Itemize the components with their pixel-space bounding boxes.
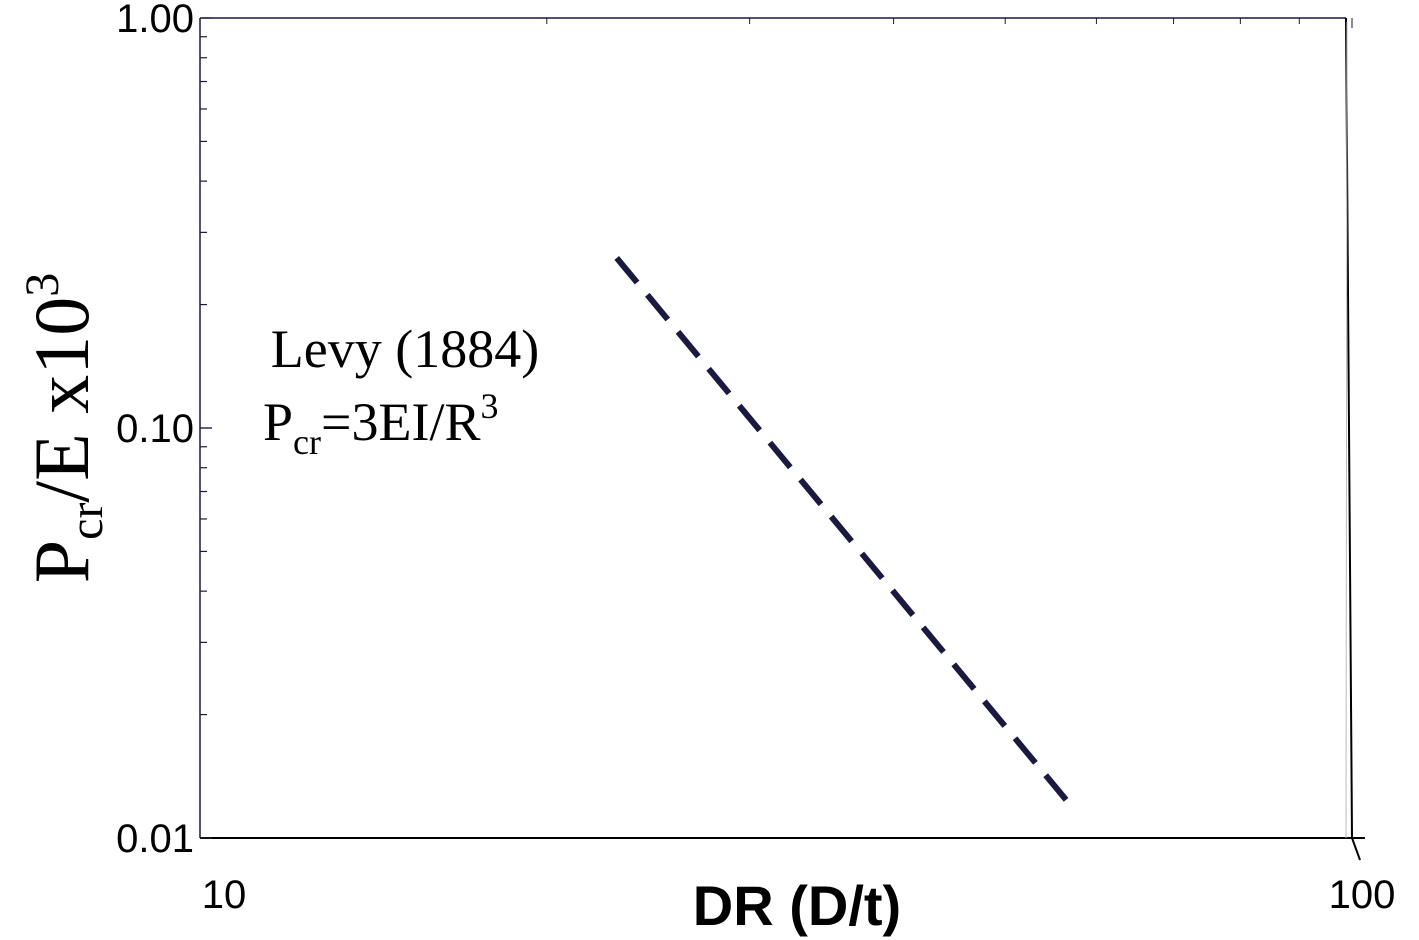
right-frame-shadow <box>1345 21 1348 839</box>
annotation-p: P <box>263 392 293 452</box>
y-axis-label-rest: /E x10 <box>18 297 105 503</box>
y-axis-label-main: P <box>18 540 105 583</box>
x-tick-labels: 10 100 <box>202 873 1396 917</box>
series-layer <box>614 255 1074 808</box>
y-axis-label: Pcr/E x103 <box>16 273 113 584</box>
series-line <box>614 255 1074 808</box>
y-tick-label: 0.10 <box>116 407 194 451</box>
annotation-sub: cr <box>293 422 321 462</box>
right-frame <box>1345 17 1361 861</box>
x-tick-label: 100 <box>1329 873 1396 917</box>
x-axis-label: DR (D/t) <box>693 874 901 937</box>
y-tick-label: 1.00 <box>116 0 194 41</box>
annotation-line2: Pcr=3EI/R3 <box>263 386 498 462</box>
x-minor-ticks <box>199 18 1353 28</box>
y-tick-labels: 0.01 0.10 1.00 <box>116 0 194 861</box>
y-minor-ticks <box>200 17 212 839</box>
y-tick-label: 0.01 <box>116 817 194 861</box>
annotation-rest: =3EI/R <box>321 392 480 452</box>
annotation-sup: 3 <box>480 386 498 426</box>
y-axis-label-sup: 3 <box>16 273 69 297</box>
annotation-line1: Levy (1884) <box>271 319 539 379</box>
x-tick-label: 10 <box>202 873 247 917</box>
y-axis-label-sub: cr <box>60 503 113 540</box>
